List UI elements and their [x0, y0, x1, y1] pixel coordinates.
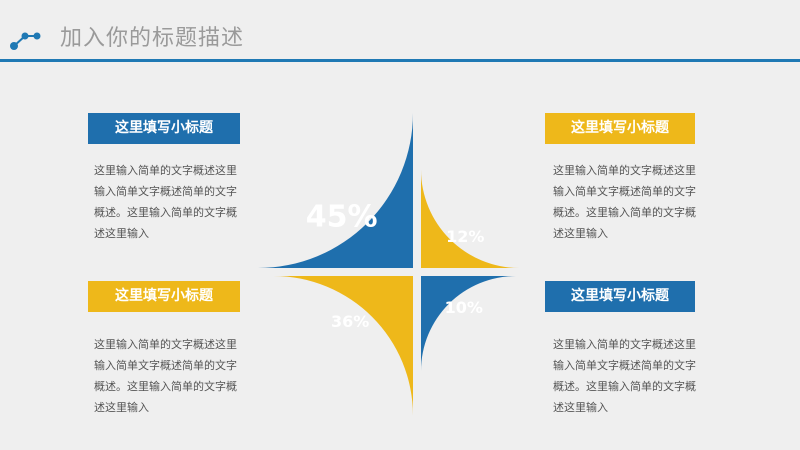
description-top-right: 这里输入简单的文字概述这里输入简单文字概述简单的文字概述。这里输入简单的文字概述…	[553, 164, 696, 240]
pie-slice-bottom-left	[273, 276, 413, 416]
description-bottom-right: 这里输入简单的文字概述这里输入简单文字概述简单的文字概述。这里输入简单的文字概述…	[553, 338, 696, 414]
subtitle-bottom-left: 这里填写小标题	[88, 281, 240, 312]
pie-slice-bottom-right	[421, 276, 516, 371]
subtitle-bottom-right: 这里填写小标题	[545, 281, 695, 312]
description-bottom-left: 这里输入简单的文字概述这里输入简单文字概述简单的文字概述。这里输入简单的文字概述…	[94, 338, 237, 414]
description-top-left: 这里输入简单的文字概述这里输入简单文字概述简单的文字概述。这里输入简单的文字概述…	[94, 164, 237, 240]
header: 加入你的标题描述	[0, 0, 800, 62]
pie-slice-top-left	[258, 113, 413, 268]
subtitle-top-right: 这里填写小标题	[545, 113, 695, 144]
subtitle-top-left: 这里填写小标题	[88, 113, 240, 144]
share-icon	[10, 32, 41, 50]
header-divider	[0, 59, 800, 62]
pie-label-top-left: 45%	[306, 200, 378, 235]
pie-label-top-right: 12%	[446, 227, 484, 246]
pie-slice-top-right	[421, 169, 520, 268]
page-title: 加入你的标题描述	[60, 26, 245, 51]
pie-label-bottom-left: 36%	[331, 312, 369, 331]
pie-label-bottom-right: 10%	[445, 298, 483, 317]
